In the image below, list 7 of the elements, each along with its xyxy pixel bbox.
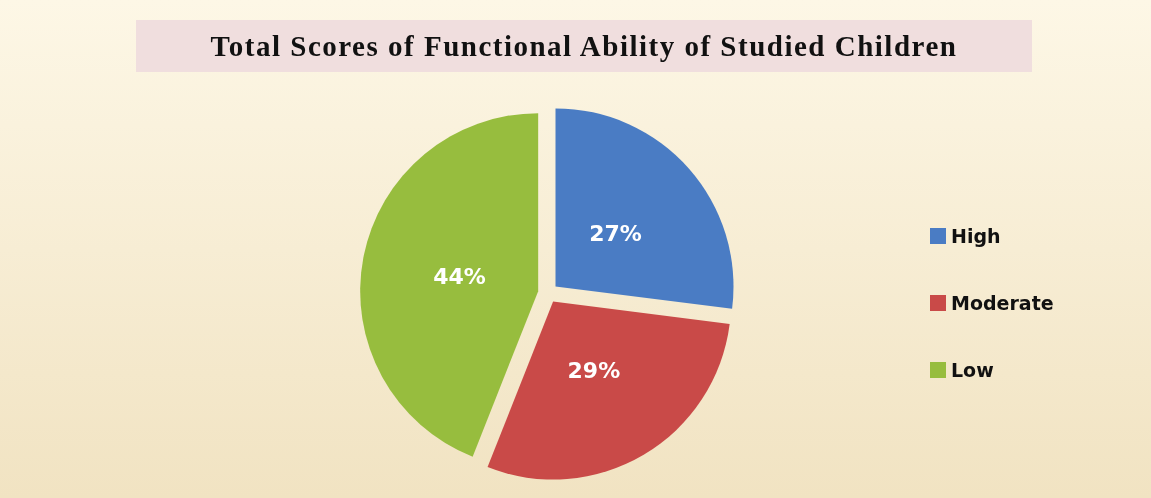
legend-label: Low bbox=[951, 359, 994, 381]
data-label: 29% bbox=[567, 358, 621, 384]
data-label: 44% bbox=[433, 263, 486, 289]
legend-label: Moderate bbox=[951, 292, 1054, 314]
data-label: 27% bbox=[589, 220, 642, 246]
legend-label: High bbox=[951, 225, 1001, 247]
chart-title: Total Scores of Functional Ability of Studied Children bbox=[210, 30, 958, 62]
